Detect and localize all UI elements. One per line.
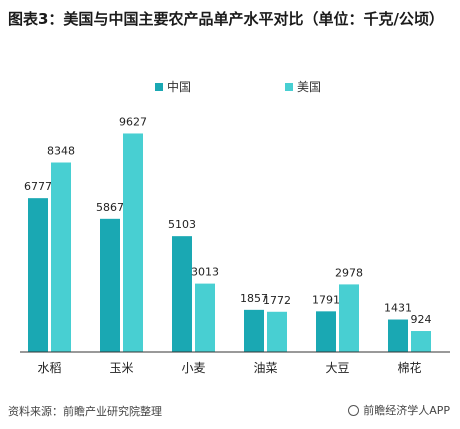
category-label-3: 油菜 bbox=[253, 361, 277, 375]
bar-usa-5 bbox=[411, 331, 431, 352]
data-label-china-5: 1431 bbox=[384, 302, 412, 315]
data-label-china-0: 6777 bbox=[24, 180, 52, 193]
data-label-china-1: 5867 bbox=[96, 201, 124, 214]
legend-swatch-china bbox=[155, 82, 163, 91]
data-label-china-2: 5103 bbox=[168, 218, 196, 231]
bar-china-0 bbox=[28, 198, 48, 352]
legend: 中国 美国 bbox=[0, 78, 460, 94]
bar-usa-0 bbox=[51, 162, 71, 352]
data-label-china-3: 1857 bbox=[240, 292, 268, 305]
legend-swatch-usa bbox=[285, 82, 293, 91]
legend-item-usa: 美国 bbox=[285, 78, 321, 95]
data-label-usa-3: 1772 bbox=[263, 294, 291, 307]
data-label-usa-1: 9627 bbox=[119, 115, 147, 128]
category-label-2: 小麦 bbox=[181, 361, 205, 375]
bar-usa-4 bbox=[339, 284, 359, 352]
data-label-china-4: 1791 bbox=[312, 293, 340, 306]
category-label-1: 玉米 bbox=[109, 361, 133, 375]
bar-usa-3 bbox=[267, 311, 287, 352]
data-label-usa-5: 924 bbox=[411, 313, 432, 326]
brand-logo-icon bbox=[348, 404, 360, 416]
brand-label: 前瞻经济学人APP bbox=[363, 404, 450, 417]
bar-usa-1 bbox=[123, 133, 143, 352]
chart-title: 图表3：美国与中国主要农产品单产水平对比（单位：千克/公顷） bbox=[8, 10, 444, 28]
bar-china-1 bbox=[100, 218, 120, 352]
bar-china-3 bbox=[244, 309, 264, 352]
bar-china-4 bbox=[316, 311, 336, 352]
bar-china-5 bbox=[388, 319, 408, 352]
brand-note: 前瞻经济学人APP bbox=[348, 402, 450, 418]
data-label-usa-4: 2978 bbox=[335, 266, 363, 279]
legend-item-china: 中国 bbox=[155, 78, 191, 95]
data-label-usa-2: 3013 bbox=[191, 266, 219, 279]
category-label-4: 大豆 bbox=[325, 361, 349, 375]
legend-label-usa: 美国 bbox=[297, 80, 322, 94]
category-label-0: 水稻 bbox=[37, 361, 61, 375]
bar-china-2 bbox=[172, 236, 192, 352]
legend-label-china: 中国 bbox=[167, 80, 192, 94]
bar-usa-2 bbox=[195, 283, 215, 352]
data-label-usa-0: 8348 bbox=[47, 145, 75, 158]
source-note: 资料来源：前瞻产业研究院整理 bbox=[8, 405, 162, 418]
category-label-5: 棉花 bbox=[397, 360, 421, 375]
